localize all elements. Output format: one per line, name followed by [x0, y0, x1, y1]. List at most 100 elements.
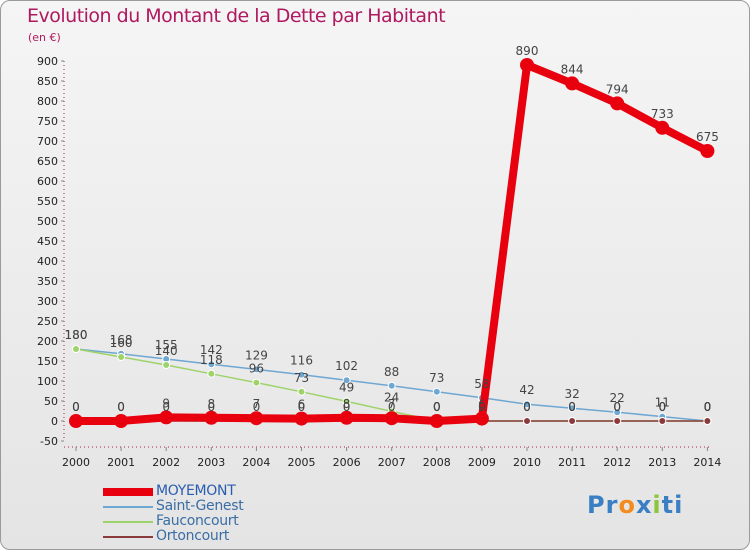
legend-label: MOYEMONT: [156, 483, 236, 499]
data-point-moyemont: [114, 414, 129, 428]
x-tick-label: 2010: [513, 456, 541, 469]
data-point-ortoncourt: [703, 417, 712, 425]
data-point-moyemont: [294, 411, 309, 426]
data-label-moyemont: 0: [72, 400, 80, 414]
data-point-saint_genest: [207, 360, 216, 369]
data-point-moyemont: [384, 411, 399, 426]
legend-swatch: [103, 506, 153, 508]
y-tick-label: 750: [37, 115, 58, 128]
data-label-saint_genest: 73: [429, 371, 444, 385]
data-label-fauconcourt: 0: [478, 400, 486, 414]
data-label-saint_genest: 58: [474, 377, 489, 391]
data-label-ortoncourt: 0: [207, 400, 215, 414]
data-label-fauconcourt: 24: [384, 390, 399, 404]
y-tick-label: 800: [37, 95, 58, 108]
legend-label: Saint-Genest: [156, 498, 244, 514]
data-label-moyemont: 844: [561, 62, 584, 76]
data-point-saint_genest: [342, 376, 351, 385]
data-label-moyemont: 8: [207, 397, 215, 411]
series-layer: [69, 58, 715, 428]
x-tick-label: 2013: [648, 456, 676, 469]
y-tick-label: 50: [44, 395, 58, 408]
data-label-fauconcourt: 0: [704, 400, 712, 414]
data-point-saint_genest: [252, 365, 261, 374]
x-tick-label: 2000: [62, 456, 90, 469]
logo-letters: ti: [661, 491, 684, 519]
data-label-fauconcourt: 96: [249, 362, 264, 376]
data-point-moyemont: [474, 411, 489, 426]
data-label-fauconcourt: 0: [523, 400, 531, 414]
data-point-fauconcourt: [162, 361, 171, 369]
y-tick-label: -50: [40, 435, 58, 448]
x-tick-label: 2002: [152, 456, 180, 469]
x-tick-label: 2011: [558, 456, 586, 469]
data-label-moyemont: 890: [516, 44, 539, 58]
data-point-moyemont: [700, 144, 715, 158]
data-label-saint_genest: 168: [110, 333, 133, 347]
data-label-saint_genest: 102: [335, 359, 358, 373]
data-point-moyemont: [565, 76, 580, 91]
y-tick-label: 0: [51, 415, 58, 428]
data-label-moyemont: 0: [117, 400, 125, 414]
y-tick-label: 350: [37, 275, 58, 288]
axes: -500501001502002503003504004505005506006…: [37, 55, 721, 469]
data-label-saint_genest: 155: [155, 338, 178, 352]
data-label-moyemont: 9: [162, 396, 170, 410]
data-label-ortoncourt: 0: [704, 400, 712, 414]
y-tick-label: 650: [37, 155, 58, 168]
logo-letters: Pr: [587, 491, 619, 519]
data-point-fauconcourt: [72, 345, 80, 353]
data-label-saint_genest: 0: [704, 400, 712, 414]
y-tick-label: 100: [37, 375, 58, 388]
logo-letters: x: [635, 491, 653, 519]
data-point-moyemont: [204, 410, 219, 425]
x-tick-label: 2005: [288, 456, 316, 469]
y-tick-label: 600: [37, 175, 58, 188]
data-point-fauconcourt: [297, 387, 306, 396]
data-label-moyemont: 7: [253, 397, 261, 411]
data-label-ortoncourt: 0: [298, 400, 306, 414]
x-tick-label: 2001: [107, 456, 135, 469]
x-tick-label: 2014: [693, 456, 721, 469]
data-point-saint_genest: [387, 381, 396, 390]
chart-subtitle: (en €): [28, 31, 61, 44]
data-label-moyemont: 8: [343, 397, 351, 411]
data-point-fauconcourt: [117, 353, 126, 361]
x-tick-label: 2008: [423, 456, 451, 469]
y-tick-label: 900: [37, 55, 58, 68]
y-tick-label: 250: [37, 315, 58, 328]
data-point-moyemont: [520, 58, 534, 72]
data-point-moyemont: [69, 414, 83, 428]
data-point-moyemont: [159, 410, 174, 425]
data-label-ortoncourt: 0: [343, 400, 351, 414]
y-tick-label: 500: [37, 215, 58, 228]
y-tick-label: 150: [37, 355, 58, 368]
legend-swatch: [103, 536, 153, 538]
legend-swatch: [103, 488, 153, 496]
data-point-moyemont: [655, 120, 670, 135]
x-tick-label: 2004: [242, 456, 270, 469]
data-label-fauconcourt: 140: [155, 344, 178, 358]
data-point-moyemont: [610, 96, 625, 111]
data-label-moyemont: 7: [388, 397, 396, 411]
data-label-fauconcourt: 180: [65, 328, 88, 342]
data-label-moyemont: 794: [606, 82, 629, 96]
x-tick-label: 2003: [197, 456, 225, 469]
data-label-ortoncourt: 0: [72, 400, 80, 414]
data-label-fauconcourt: 0: [433, 400, 441, 414]
data-label-fauconcourt: 73: [294, 371, 309, 385]
y-tick-label: 450: [37, 235, 58, 248]
proxiti-logo: Proxiti: [587, 491, 683, 519]
data-point-saint_genest: [523, 400, 531, 409]
data-label-fauconcourt: 118: [200, 353, 223, 367]
data-label-moyemont: 733: [651, 107, 674, 121]
y-tick-label: 300: [37, 295, 58, 308]
data-label-saint_genest: 142: [200, 343, 223, 357]
data-point-ortoncourt: [613, 417, 622, 425]
logo-letters: o: [618, 491, 636, 519]
x-tick-label: 2012: [603, 456, 631, 469]
data-point-saint_genest: [568, 404, 577, 413]
data-label-fauconcourt: 0: [613, 400, 621, 414]
data-label-ortoncourt: 0: [433, 400, 441, 414]
